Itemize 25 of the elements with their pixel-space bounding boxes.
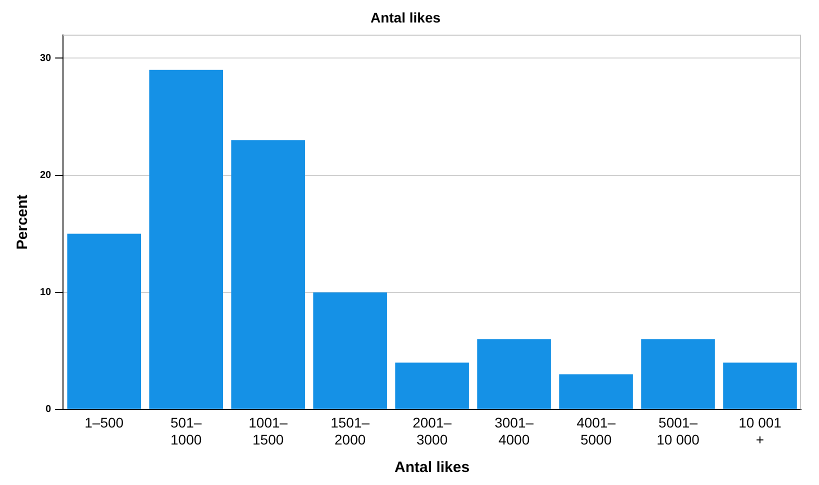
- x-tick-label: 1001– 1500: [248, 414, 288, 448]
- y-tick-label: 30: [40, 52, 52, 64]
- x-tick-label: 4001– 5000: [576, 414, 616, 448]
- bar: [559, 374, 633, 409]
- bar: [231, 140, 305, 409]
- bar: [67, 234, 142, 409]
- y-axis-title: Percent: [14, 194, 32, 250]
- x-tick-label: 1–500: [84, 414, 124, 431]
- x-tick-label: 10 001 +: [738, 414, 782, 448]
- x-tick-label: 501– 1000: [170, 414, 202, 448]
- x-tick-label: 5001– 10 000: [656, 414, 700, 448]
- x-axis-title: Antal likes: [394, 459, 470, 476]
- y-tick-label: 10: [40, 287, 52, 298]
- chart-title: Antal likes: [370, 9, 441, 26]
- bar: [477, 339, 551, 409]
- bar: [313, 292, 387, 409]
- x-tick-label: 2001– 3000: [412, 414, 452, 448]
- x-tick-label: 1501– 2000: [330, 414, 370, 448]
- bar: [723, 362, 797, 409]
- y-tick-label: 20: [40, 170, 52, 182]
- bar: [641, 339, 715, 409]
- x-tick-label: 3001– 4000: [494, 414, 534, 448]
- bar: [395, 362, 469, 409]
- y-tick-label: 0: [46, 404, 52, 416]
- bar: [149, 70, 223, 409]
